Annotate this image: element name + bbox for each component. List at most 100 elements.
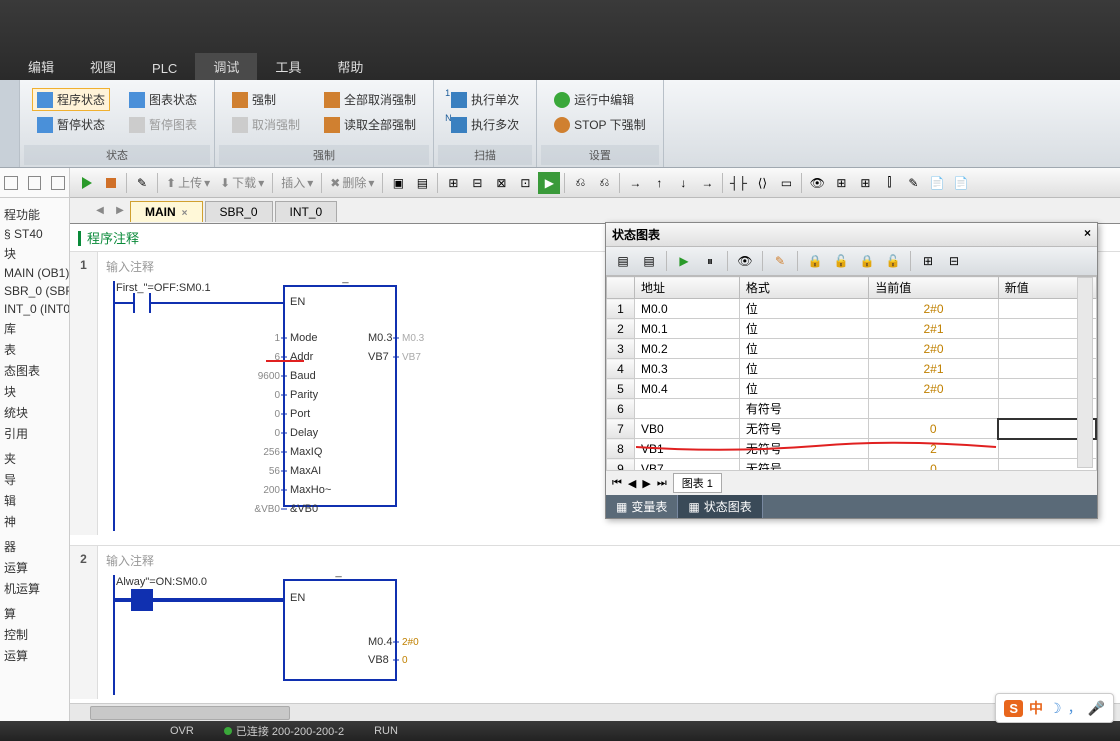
chart-tab[interactable]: 图表 1 [673,473,722,493]
tree-icon[interactable] [4,176,18,190]
nav-prev[interactable]: ◀ [628,477,636,490]
tree-icon[interactable] [28,176,42,190]
tool-icon[interactable]: 👁 [734,250,756,272]
download-dropdown[interactable]: ⬇ 下载 ▾ [216,172,268,193]
lock-icon[interactable]: 🔒 [804,250,826,272]
run-button[interactable] [76,172,98,194]
menu-item[interactable]: PLC [134,57,195,80]
pause-icon[interactable]: ⏸ [699,250,721,272]
tool-icon[interactable]: ▶ [538,172,560,194]
tree-icon[interactable] [51,176,65,190]
force-button[interactable]: 强制 [227,88,281,111]
unforce-all-button[interactable]: 全部取消强制 [319,88,421,111]
tree-item[interactable]: 控制 [4,624,65,645]
insert-dropdown[interactable]: 插入 ▾ [277,172,317,193]
pause-chart-button[interactable]: 暂停图表 [124,113,202,136]
tool-icon[interactable]: ↑ [648,172,670,194]
tool-icon[interactable]: ⎌ [569,172,591,194]
table-row[interactable]: 1M0.0位2#0 [607,299,1097,319]
tree-item[interactable]: 运算 [4,645,65,666]
exec-once-button[interactable]: 1执行单次 [446,88,524,111]
col-current[interactable]: 当前值 [869,277,998,299]
tab-next[interactable]: ▶ [110,201,130,221]
h-scrollbar[interactable] [70,703,1120,721]
ime-indicator[interactable]: S 中 ☽ ， 🎤 [995,693,1114,723]
tool-icon[interactable]: ↓ [672,172,694,194]
tool-icon[interactable]: 🔓 [882,250,904,272]
nav-last[interactable]: ⏭ [657,477,667,490]
edit-icon[interactable]: ✎ [131,172,153,194]
tool-icon[interactable]: → [624,172,646,194]
tool-icon[interactable]: ▤ [411,172,433,194]
pause-status-button[interactable]: 暂停状态 [32,113,110,136]
stop-force-button[interactable]: STOP 下强制 [549,113,651,136]
tab-vartable[interactable]: ▦ 变量表 [606,495,678,518]
close-icon[interactable]: × [1084,226,1091,243]
tool-icon[interactable]: 📄 [926,172,948,194]
tree-item[interactable]: 表 [4,339,65,360]
menu-item[interactable]: 工具 [257,53,319,80]
tab-main[interactable]: MAIN× [130,201,203,222]
edit-icon[interactable]: ✎ [769,250,791,272]
table-row[interactable]: 7VB0无符号0 [607,419,1097,439]
lock-icon[interactable]: 🔓 [830,250,852,272]
tree-item[interactable]: § ST40 [4,225,65,243]
col-addr[interactable]: 地址 [635,277,740,299]
v-scrollbar[interactable] [1077,277,1093,468]
tool-icon[interactable]: ▤ [612,250,634,272]
table-row[interactable]: 3M0.2位2#0 [607,339,1097,359]
read-all-force-button[interactable]: 读取全部强制 [319,113,421,136]
upload-dropdown[interactable]: ⬆ 上传 ▾ [162,172,214,193]
tool-icon[interactable]: ⎌ [593,172,615,194]
tree-item[interactable]: 导 [4,469,65,490]
stop-button[interactable] [100,172,122,194]
tool-icon[interactable]: ▭ [775,172,797,194]
tab-int0[interactable]: INT_0 [275,201,338,222]
tree-item[interactable]: 器 [4,536,65,557]
menu-item[interactable]: 视图 [72,53,134,80]
tool-icon[interactable]: ✎ [902,172,924,194]
tool-icon[interactable]: ⊡ [514,172,536,194]
tree-item[interactable]: MAIN (OB1) [4,264,65,282]
program-status-button[interactable]: 程序状态 [32,88,110,111]
tool-icon[interactable]: ⊟ [943,250,965,272]
tool-icon[interactable]: ▤ [638,250,660,272]
tool-icon[interactable]: ┤├ [727,172,749,194]
tree-item[interactable]: SBR_0 (SBR0) [4,282,65,300]
menu-item[interactable]: 编辑 [10,53,72,80]
tab-prev[interactable]: ◀ [90,201,110,221]
tree-item[interactable]: 统块 [4,402,65,423]
table-row[interactable]: 4M0.3位2#1 [607,359,1097,379]
tool-icon[interactable]: 📄 [950,172,972,194]
tool-icon[interactable]: → [696,172,718,194]
tree-item[interactable]: 库 [4,318,65,339]
delete-dropdown[interactable]: ✖ 删除 ▾ [326,172,378,193]
tree-item[interactable]: 程功能 [4,204,65,225]
tool-icon[interactable]: ⟨⟩ [751,172,773,194]
exec-multi-button[interactable]: N执行多次 [446,113,524,136]
tool-icon[interactable]: ⊞ [917,250,939,272]
tree-item[interactable]: 辑 [4,490,65,511]
chart-status-button[interactable]: 图表状态 [124,88,202,111]
tree-item[interactable]: 夹 [4,448,65,469]
tool-icon[interactable]: ▣ [387,172,409,194]
tree-item[interactable]: 算 [4,603,65,624]
tab-statuschart[interactable]: ▦ 状态图表 [678,495,762,518]
tree-item[interactable]: 神 [4,511,65,532]
tree-item[interactable]: 块 [4,243,65,264]
tree-item[interactable]: 引用 [4,423,65,444]
col-format[interactable]: 格式 [739,277,868,299]
table-row[interactable]: 8VB1无符号2 [607,439,1097,459]
tool-icon[interactable]: ⊞ [830,172,852,194]
tool-icon[interactable]: 🔒 [856,250,878,272]
run-edit-button[interactable]: 运行中编辑 [549,88,639,111]
status-grid[interactable]: 地址 格式 当前值 新值 1M0.0位2#02M0.1位2#13M0.2位2#0… [606,276,1097,470]
nav-first[interactable]: ⏮ [612,477,622,490]
tree-item[interactable]: 机运算 [4,578,65,599]
tree-item[interactable]: 运算 [4,557,65,578]
tool-icon[interactable]: 👁 [806,172,828,194]
play-icon[interactable]: ▶ [673,250,695,272]
menu-item[interactable]: 帮助 [319,53,381,80]
tool-icon[interactable]: ⊞ [854,172,876,194]
tab-sbr0[interactable]: SBR_0 [205,201,273,222]
